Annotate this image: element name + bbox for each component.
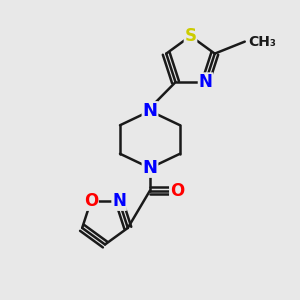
Text: N: N	[142, 102, 158, 120]
Text: N: N	[112, 192, 126, 210]
Text: N: N	[199, 73, 212, 91]
Text: N: N	[142, 159, 158, 177]
Text: CH₃: CH₃	[248, 34, 276, 49]
Text: O: O	[84, 192, 98, 210]
Text: O: O	[170, 182, 184, 200]
Text: S: S	[184, 27, 196, 45]
